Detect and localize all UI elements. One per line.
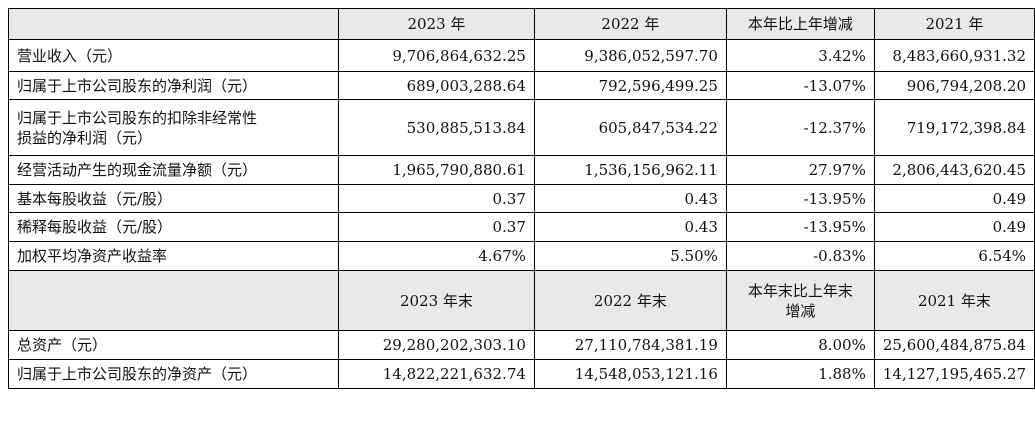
header-change-line2: 增减 (785, 301, 816, 320)
value-2021: 2,806,443,620.45 (873, 155, 1035, 185)
value-2023: 530,885,513.84 (337, 99, 535, 156)
value-2022: 792,596,499.25 (533, 71, 727, 100)
header-blank-cell (8, 270, 339, 331)
value-2021: 14,127,195,465.27 (873, 359, 1035, 389)
value-change: -13.95% (725, 184, 875, 213)
header-change: 本年比上年增减 (725, 8, 875, 40)
value-2021: 6.54% (873, 241, 1035, 271)
value-2023: 14,822,221,632.74 (337, 359, 535, 389)
row-label: 营业收入（元） (8, 39, 339, 72)
row-label: 经营活动产生的现金流量净额（元） (8, 155, 339, 185)
table-row: 归属于上市公司股东的净利润（元） 689,003,288.64 792,596,… (8, 71, 1035, 100)
header-2021: 2021 年 (873, 8, 1035, 40)
value-2022: 9,386,052,597.70 (533, 39, 727, 72)
value-2022: 605,847,534.22 (533, 99, 727, 156)
header-2021-end: 2021 年末 (873, 270, 1035, 331)
row-label: 加权平均净资产收益率 (8, 241, 339, 271)
value-change: -12.37% (725, 99, 875, 156)
value-2021: 25,600,484,875.84 (873, 330, 1035, 360)
value-change: 3.42% (725, 39, 875, 72)
value-change: 8.00% (725, 330, 875, 360)
value-2023: 689,003,288.64 (337, 71, 535, 100)
value-2022: 0.43 (533, 184, 727, 213)
value-2022: 14,548,053,121.16 (533, 359, 727, 389)
value-2022: 1,536,156,962.11 (533, 155, 727, 185)
value-change: -13.07% (725, 71, 875, 100)
row-label: 归属于上市公司股东的扣除非经常性 损益的净利润（元） (8, 99, 339, 156)
row-label-line1: 归属于上市公司股东的扣除非经常性 (17, 108, 258, 127)
table-row: 加权平均净资产收益率 4.67% 5.50% -0.83% 6.54% (8, 241, 1035, 271)
value-change: 1.88% (725, 359, 875, 389)
value-2023: 0.37 (337, 212, 535, 242)
value-2023: 0.37 (337, 184, 535, 213)
value-2023: 1,965,790,880.61 (337, 155, 535, 185)
table-header-row-2: 2023 年末 2022 年末 本年末比上年末 增减 2021 年末 (8, 270, 1035, 331)
value-2021: 0.49 (873, 184, 1035, 213)
header-change-end: 本年末比上年末 增减 (725, 270, 875, 331)
header-change-line1: 本年末比上年末 (747, 281, 853, 300)
value-2023: 4.67% (337, 241, 535, 271)
value-change: -13.95% (725, 212, 875, 242)
table-row: 基本每股收益（元/股） 0.37 0.43 -13.95% 0.49 (8, 184, 1035, 213)
table-header-row: 2023 年 2022 年 本年比上年增减 2021 年 (8, 8, 1035, 40)
row-label-line2: 损益的净利润（元） (17, 128, 153, 147)
row-label: 稀释每股收益（元/股） (8, 212, 339, 242)
financial-summary-table: 2023 年 2022 年 本年比上年增减 2021 年 营业收入（元） 9,7… (8, 8, 1035, 389)
header-2022-end: 2022 年末 (533, 270, 727, 331)
value-change: 27.97% (725, 155, 875, 185)
value-2022: 27,110,784,381.19 (533, 330, 727, 360)
value-2023: 9,706,864,632.25 (337, 39, 535, 72)
value-2021: 0.49 (873, 212, 1035, 242)
table-row: 稀释每股收益（元/股） 0.37 0.43 -13.95% 0.49 (8, 212, 1035, 242)
table-row: 归属于上市公司股东的扣除非经常性 损益的净利润（元） 530,885,513.8… (8, 99, 1035, 156)
header-2023: 2023 年 (337, 8, 535, 40)
row-label: 基本每股收益（元/股） (8, 184, 339, 213)
header-blank-cell (8, 8, 339, 40)
value-2021: 719,172,398.84 (873, 99, 1035, 156)
row-label: 归属于上市公司股东的净利润（元） (8, 71, 339, 100)
header-2023-end: 2023 年末 (337, 270, 535, 331)
table-row: 归属于上市公司股东的净资产（元） 14,822,221,632.74 14,54… (8, 359, 1035, 389)
table-row: 总资产（元） 29,280,202,303.10 27,110,784,381.… (8, 330, 1035, 360)
value-change: -0.83% (725, 241, 875, 271)
value-2023: 29,280,202,303.10 (337, 330, 535, 360)
value-2021: 8,483,660,931.32 (873, 39, 1035, 72)
table-row: 营业收入（元） 9,706,864,632.25 9,386,052,597.7… (8, 39, 1035, 72)
header-2022: 2022 年 (533, 8, 727, 40)
value-2021: 906,794,208.20 (873, 71, 1035, 100)
row-label: 归属于上市公司股东的净资产（元） (8, 359, 339, 389)
table-row: 经营活动产生的现金流量净额（元） 1,965,790,880.61 1,536,… (8, 155, 1035, 185)
value-2022: 0.43 (533, 212, 727, 242)
value-2022: 5.50% (533, 241, 727, 271)
row-label: 总资产（元） (8, 330, 339, 360)
